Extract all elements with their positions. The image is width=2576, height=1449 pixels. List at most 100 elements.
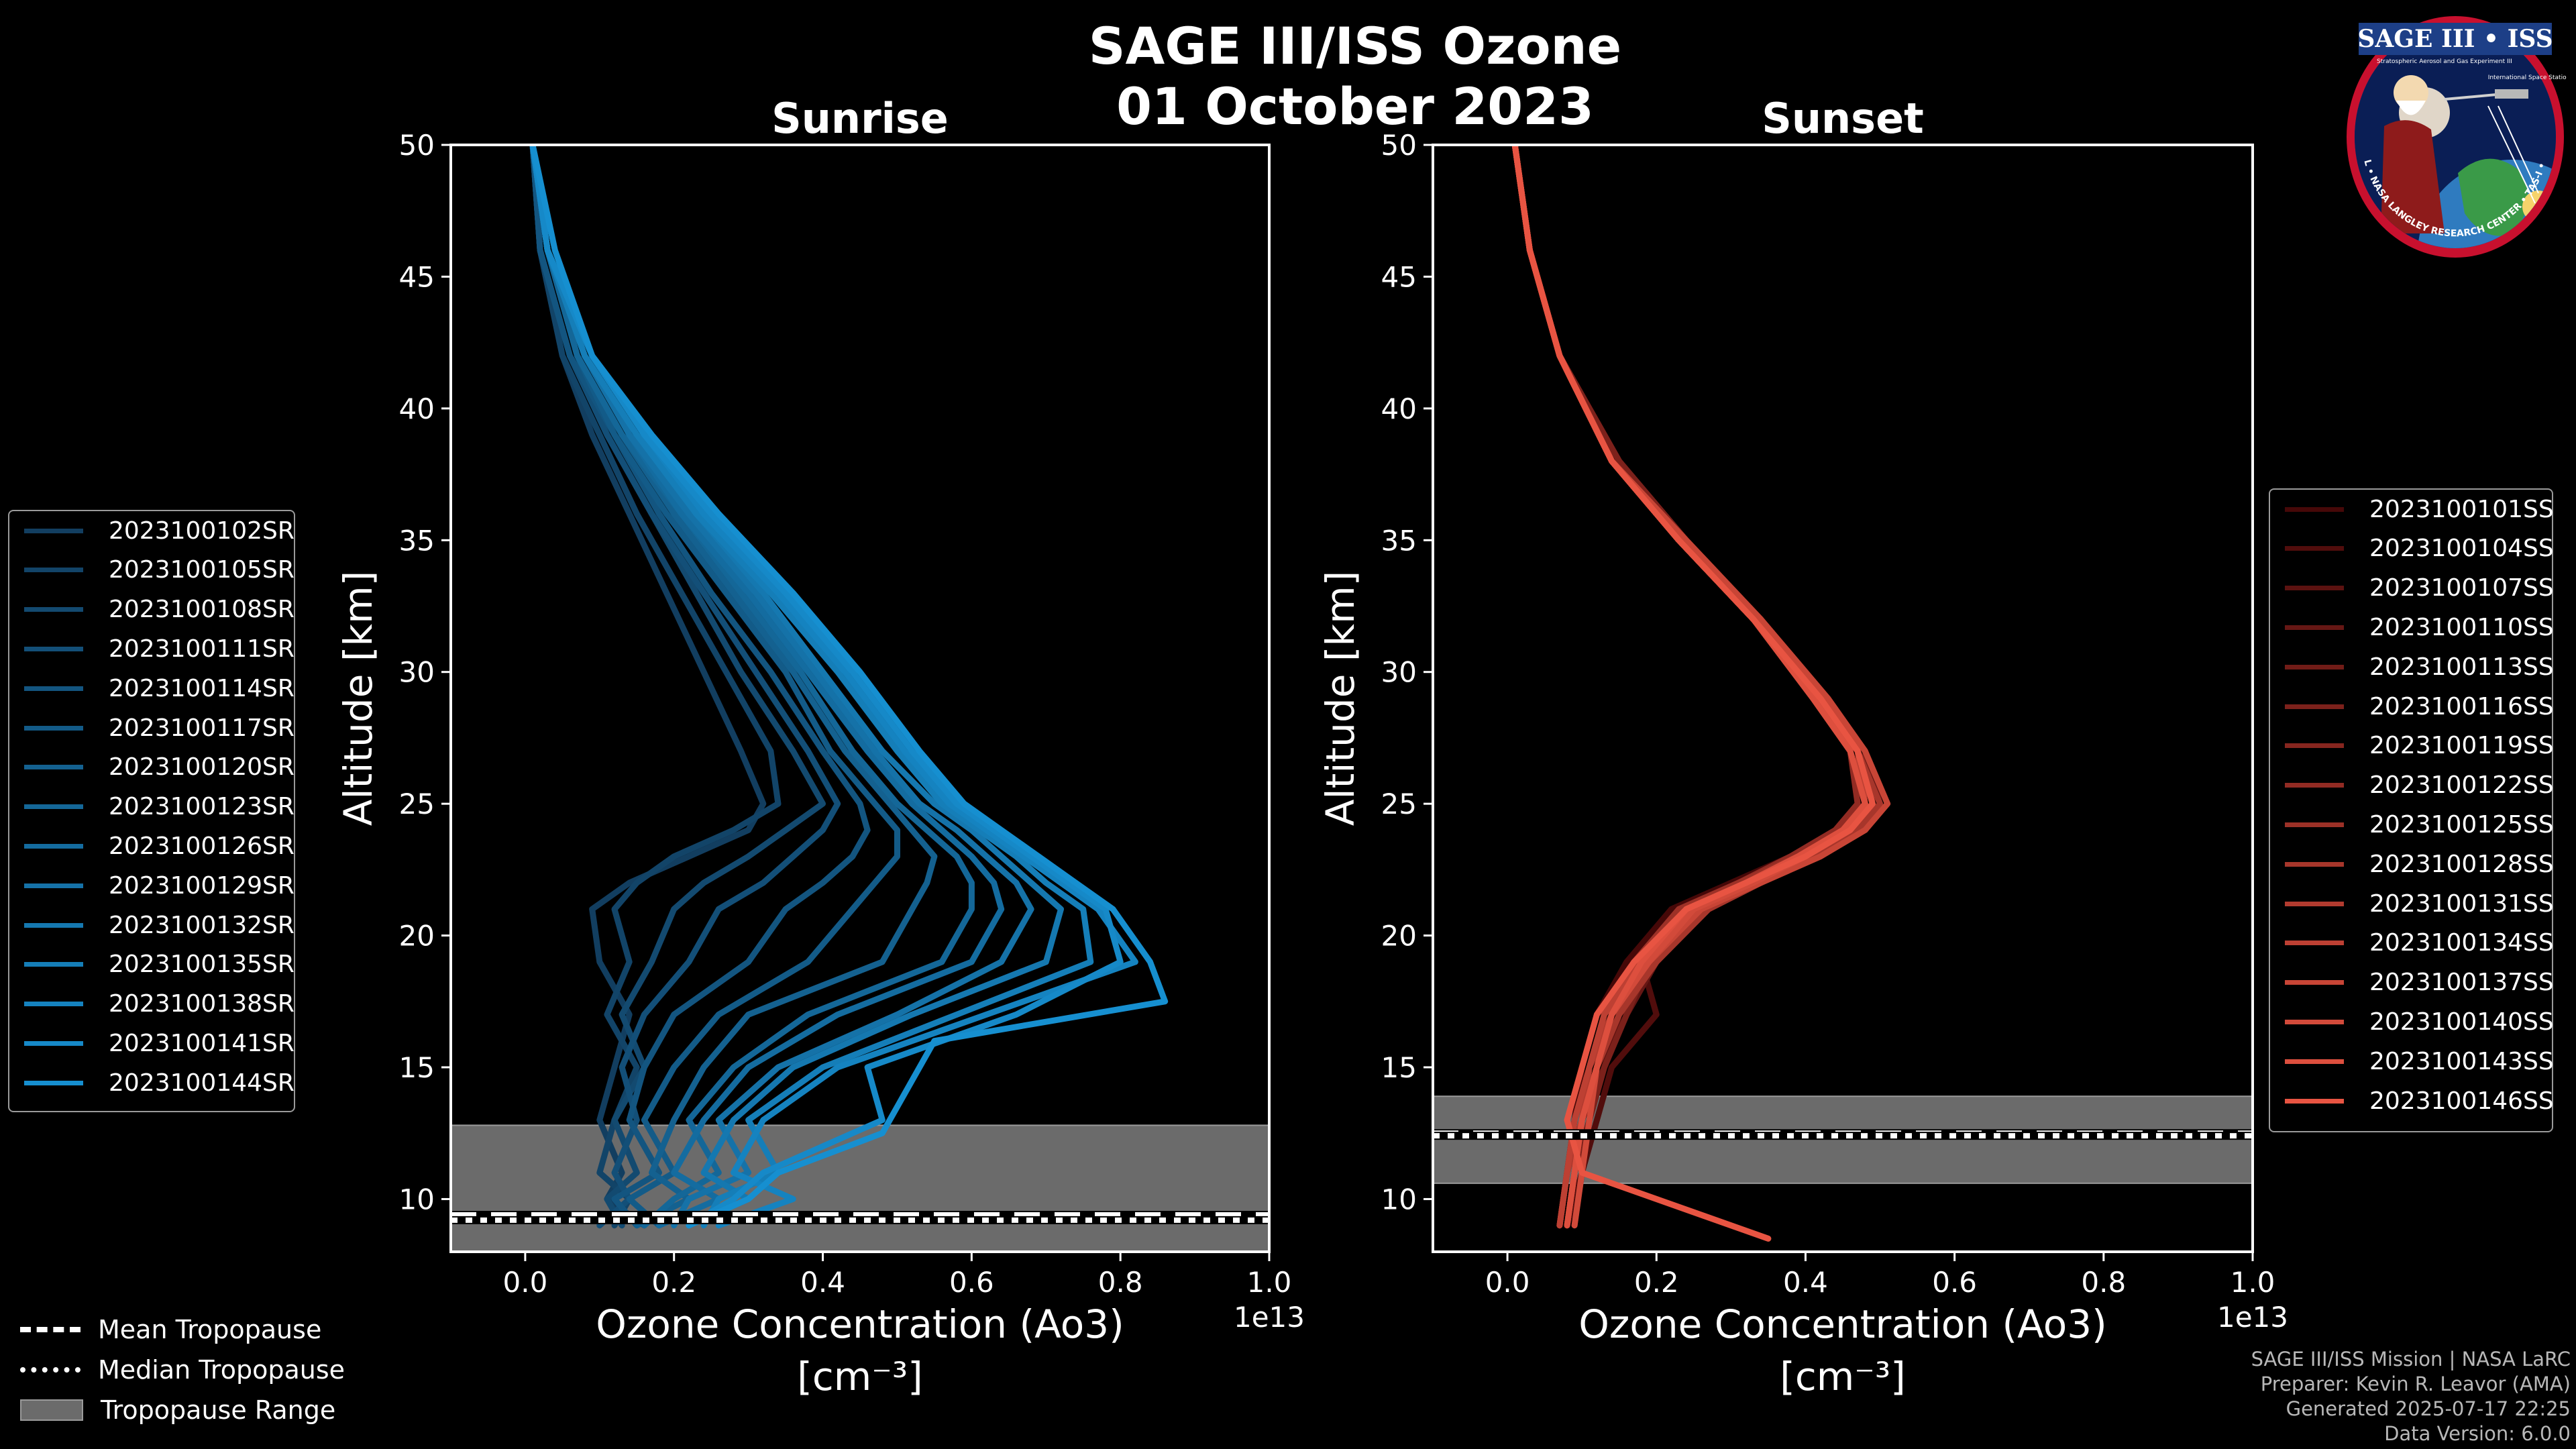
legend-label: 2023100116SS: [2369, 692, 2554, 720]
legend-line-swatch: [24, 1040, 83, 1046]
sunrise-x-tick-label: 0.4: [800, 1266, 845, 1299]
legend-label: 2023100113SS: [2369, 653, 2554, 681]
sunrise-x-tick-label: 1.0: [1247, 1266, 1292, 1299]
legend-entry: 2023100102SR: [9, 511, 294, 550]
sunrise-profile-line: [529, 145, 1094, 1229]
sunrise-profile-line: [529, 145, 767, 1229]
figure-title-line2: 01 October 2023: [1116, 76, 1594, 136]
sunset-x-tick-label: 1.0: [2231, 1266, 2275, 1299]
sunset-x-tick-label: 0.4: [1783, 1266, 1828, 1299]
sunrise-x-tick-label: 0.0: [503, 1266, 548, 1299]
legend-entry: 2023100146SS: [2270, 1081, 2554, 1120]
legend-entry: 2023100122SS: [2270, 766, 2554, 805]
tropopause-legend-label: Median Tropopause: [98, 1355, 345, 1385]
dashed-line-swatch: [20, 1320, 80, 1340]
sunrise-panel: 0.0 0.2 0.4 0.6 0.8 1.0 10 15 20 25 30 35 40 45 50 Sunr…: [335, 94, 1305, 1399]
legend-line-swatch: [24, 646, 83, 651]
legend-label: 2023100108SR: [109, 596, 294, 624]
legend-entry: 2023100137SS: [2270, 963, 2554, 1002]
legend-line-swatch: [24, 883, 83, 888]
legend-label: 2023100120SR: [109, 753, 294, 782]
legend-entry: 2023100143SS: [2270, 1042, 2554, 1081]
legend-entry: 2023100113SS: [2270, 647, 2554, 686]
credits-line: Generated 2025-07-17 22:25: [2286, 1397, 2571, 1420]
sunrise-axes-frame: [449, 144, 1271, 1253]
sunrise-panel-title: Sunrise: [771, 94, 949, 143]
legend-label: 2023100123SR: [109, 793, 294, 821]
legend-label: 2023100134SS: [2369, 929, 2554, 957]
legend-label: 2023100104SS: [2369, 535, 2554, 563]
tropopause-legend-entry: Median Tropopause: [20, 1350, 345, 1390]
sunrise-x-axis-unit: [cm⁻³]: [797, 1354, 923, 1399]
legend-label: 2023100114SR: [109, 674, 294, 702]
dotted-line-swatch: [20, 1360, 80, 1380]
legend-entry: 2023100101SS: [2270, 490, 2554, 529]
sunrise-x-axis-label: Ozone Concentration (Ao3): [596, 1301, 1124, 1347]
legend-label: 2023100126SR: [109, 832, 294, 860]
legend-line-swatch: [24, 528, 83, 533]
legend-line-swatch: [24, 922, 83, 928]
legend-line-swatch: [24, 725, 83, 731]
legend-line-swatch: [24, 962, 83, 967]
legend-entry: 2023100123SR: [9, 788, 294, 826]
sunrise-y-axis-label: Altitude [km]: [335, 571, 381, 826]
legend-line-swatch: [2285, 1019, 2344, 1024]
legend-label: 2023100138SR: [109, 990, 294, 1018]
sunset-profile-line: [1511, 145, 1883, 1229]
legend-stroke: [20, 1327, 80, 1332]
sunset-profile-line: [1511, 145, 1883, 1229]
legend-entry: 2023100132SR: [9, 906, 294, 945]
sunset-profile-line: [1511, 145, 1891, 1229]
legend-entry: 2023100104SS: [2270, 529, 2554, 568]
sunrise-x-multiplier: 1e13: [1234, 1301, 1305, 1334]
sunrise-x-tick-label: 0.8: [1098, 1266, 1143, 1299]
legend-line-swatch: [2285, 743, 2344, 749]
sunrise-legend: 2023100102SR 2023100105SR 2023100108SR 2023…: [8, 510, 295, 1112]
legend-label: 2023100122SS: [2369, 771, 2554, 800]
sunrise-profile-line: [529, 145, 1169, 1229]
legend-entry: 2023100144SR: [9, 1063, 294, 1102]
legend-entry: 2023100129SR: [9, 866, 294, 905]
legend-label: 2023100128SS: [2369, 850, 2554, 878]
legend-entry: 2023100110SS: [2270, 608, 2554, 647]
tropopause-range-swatch: [20, 1399, 83, 1421]
legend-line-swatch: [24, 1080, 83, 1085]
legend-label: 2023100119SS: [2369, 732, 2554, 760]
legend-line-swatch: [2285, 625, 2344, 630]
figure-title-line1: SAGE III/ISS Ozone: [1088, 16, 1622, 76]
sunrise-profile-line: [529, 145, 900, 1229]
tropopause-legend: Mean Tropopause Median Tropopause Tropopau…: [20, 1309, 345, 1430]
tropopause-legend-entry: Mean Tropopause: [20, 1309, 345, 1350]
legend-label: 2023100105SR: [109, 556, 294, 584]
sunset-panel: 0.0 0.2 0.4 0.6 0.8 1.0 10 15 20 25 30 35 40 45 50 Suns…: [1318, 94, 2288, 1399]
legend-entry: 2023100140SS: [2270, 1002, 2554, 1041]
sunrise-x-tick-label: 0.2: [651, 1266, 696, 1299]
legend-label: 2023100140SS: [2369, 1008, 2554, 1036]
sunset-x-axis-unit: [cm⁻³]: [1780, 1354, 1906, 1399]
sunset-panel-title: Sunset: [1762, 94, 1924, 143]
legend-label: 2023100137SS: [2369, 969, 2554, 997]
legend-line-swatch: [24, 1002, 83, 1007]
legend-entry: 2023100135SR: [9, 945, 294, 984]
sage-iii-iss-logo: SAGE III • ISS Stratospheric Aerosol and…: [2341, 4, 2570, 262]
legend-line-swatch: [2285, 704, 2344, 709]
legend-label: 2023100141SR: [109, 1029, 294, 1057]
legend-line-swatch: [24, 686, 83, 691]
sunset-x-tick-label: 0.8: [2081, 1266, 2126, 1299]
legend-line-swatch: [24, 568, 83, 573]
sunset-y-tick-label: 40: [1381, 392, 1417, 425]
sunrise-y-tick-label: 30: [399, 656, 435, 689]
legend-entry: 2023100120SR: [9, 748, 294, 787]
sunset-x-tick-label: 0.0: [1485, 1266, 1530, 1299]
sunset-x-multiplier: 1e13: [2217, 1301, 2288, 1334]
sunset-y-tick-label: 10: [1381, 1183, 1417, 1216]
legend-label: 2023100143SS: [2369, 1047, 2554, 1075]
legend-entry: 2023100141SR: [9, 1024, 294, 1063]
sunrise-y-tick-label: 35: [399, 524, 435, 557]
legend-line-swatch: [24, 843, 83, 849]
sunrise-y-tick-label: 15: [399, 1051, 435, 1084]
legend-entry: 2023100107SS: [2270, 569, 2554, 608]
legend-stroke: [20, 1367, 80, 1373]
legend-line-swatch: [2285, 822, 2344, 827]
